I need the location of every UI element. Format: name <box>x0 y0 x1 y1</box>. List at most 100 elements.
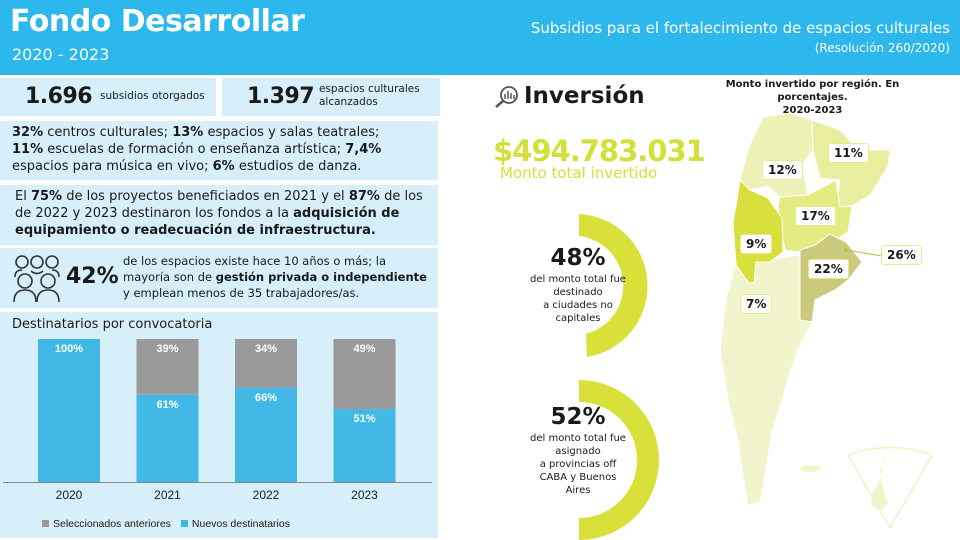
pct: 13% <box>172 125 204 140</box>
resolution: (Resolución 260/2020) <box>814 41 950 55</box>
bar-label: 66% <box>254 391 278 404</box>
stat-label: alcanzados <box>319 96 378 108</box>
text: El <box>15 189 31 204</box>
text: espacios para música en vivo; <box>12 159 213 174</box>
map-label-nea: 11% <box>828 143 869 163</box>
region-noa <box>739 112 814 198</box>
ring-line: del monto total fue <box>530 433 626 444</box>
pct: 7,4% <box>345 142 382 157</box>
bar-2023-new <box>333 409 396 482</box>
x-tick-label: 2020 <box>55 488 83 502</box>
stat-label: espacios culturales <box>319 83 420 95</box>
x-tick-label: 2022 <box>252 488 280 502</box>
spaces-text: de los espacios existe hace 10 años o má… <box>123 253 435 301</box>
space-types-box: 32% centros culturales; 13% espacios y s… <box>0 121 438 180</box>
bold-text: adquisición de equipamiento o readecuaci… <box>15 206 400 238</box>
map-title: Monto invertido por región. En porcentaj… <box>690 78 935 117</box>
stacked-bar-chart <box>3 339 432 483</box>
header-banner <box>0 0 960 75</box>
bar-2023-previous <box>333 339 396 410</box>
chart-labels: 100% 2020 61% 39% 2021 66% 34% 2022 51% 49% 2023 <box>0 312 438 538</box>
map-title-line: 2020-2023 <box>782 105 843 116</box>
text: espacios y salas teatrales; <box>203 125 380 140</box>
chart-legend: Seleccionados anteriores Nuevos destinat… <box>42 518 290 530</box>
chart-title: Destinatarios por convocatoria <box>12 317 213 332</box>
spaces-pct: 42% <box>66 264 119 289</box>
region-cuyo <box>732 178 784 284</box>
pct: 6% <box>212 159 235 174</box>
text: de los de 2022 y 2023 destinaron los fon… <box>15 189 423 221</box>
half-ring-graphics <box>579 214 659 540</box>
stat-value: 1.696 <box>25 84 93 109</box>
x-tick-label: 2021 <box>154 488 181 502</box>
magnifier-chart-icon <box>495 86 518 108</box>
text: estudios de danza. <box>234 159 362 174</box>
map-label-centro: 17% <box>795 206 836 226</box>
ring-48-text: 48% del monto total fue destinado a ciud… <box>523 245 633 325</box>
ring-52-arc <box>579 380 659 540</box>
bold-text: gestión privada o independiente <box>215 270 427 284</box>
bar-label: 39% <box>156 343 179 355</box>
text: centros culturales; <box>43 125 173 140</box>
bar-2021-new <box>136 394 199 482</box>
investment-title: Inversión <box>524 83 645 109</box>
pct: 75% <box>30 189 63 204</box>
ring-line: a provincias off <box>539 459 617 470</box>
ring-line: a ciudades no <box>543 300 613 311</box>
bar-2022-previous <box>235 339 297 388</box>
ring-48-arc <box>579 214 648 357</box>
antarctic-peninsula <box>870 456 888 511</box>
bar-label: 49% <box>353 343 376 355</box>
legend-label: Nuevos destinatarios <box>191 518 290 530</box>
text: de los espacios existe hace 10 años o má… <box>123 254 387 284</box>
x-tick-label: 2023 <box>351 488 378 502</box>
stat-value: 1.397 <box>247 84 315 109</box>
total-amount: $494.783.031 <box>493 134 706 168</box>
legend-item-previous: Seleccionados anteriores <box>42 518 171 530</box>
ring-value: 52% <box>550 404 606 430</box>
map-label-caba: 26% <box>881 245 922 265</box>
period: 2020 - 2023 <box>12 45 110 64</box>
map-label-cuyo: 9% <box>740 234 773 254</box>
pct: 32% <box>12 125 44 140</box>
map-label-noa: 12% <box>762 160 803 180</box>
ring-line: Aires <box>565 485 591 496</box>
falkland-islands <box>799 463 823 474</box>
text: escuelas de formación o enseñanza artíst… <box>43 142 346 157</box>
spaces-box: 42% de los espacios existe hace 10 años … <box>0 248 438 308</box>
map-label-buenos-aires: 22% <box>808 259 849 279</box>
subtitle: Subsidios para el fortalecimiento de esp… <box>530 19 950 37</box>
total-amount-label: Monto total invertido <box>500 164 658 182</box>
caba-leader-line <box>845 249 883 257</box>
bar-label: 61% <box>156 398 179 411</box>
legend-label: Seleccionados anteriores <box>53 518 171 530</box>
stat-label: subsidios otorgados <box>100 90 205 102</box>
bar-label: 51% <box>353 413 376 426</box>
bar-2022-new <box>235 387 297 482</box>
ring-line: destinado <box>553 287 603 298</box>
pct: 87% <box>348 189 380 204</box>
ring-line: asignado <box>555 446 601 457</box>
bar-label: 34% <box>254 343 278 355</box>
ring-line: del monto total fue <box>530 274 626 285</box>
map-title-line: Monto invertido por región. En porcentaj… <box>725 79 900 103</box>
ring-line: capitales <box>555 313 601 324</box>
ring-value: 48% <box>550 245 606 271</box>
map-label-patagonia: 7% <box>740 294 773 314</box>
page-title: Fondo Desarrollar <box>10 4 305 39</box>
text: de los proyectos beneficiados en 2021 y … <box>62 189 349 204</box>
bar-2021-previous <box>136 339 199 395</box>
chart-panel: Destinatarios por convocatoria 100% 2020 6… <box>0 312 438 538</box>
pct: 11% <box>12 142 44 157</box>
people-group-icon <box>13 255 60 303</box>
projects-box: El 75% de los proyectos beneficiados en … <box>0 185 438 245</box>
stat-subsidies: 1.696 subsidios otorgados <box>0 78 216 116</box>
region-patagonia <box>719 254 813 506</box>
stat-spaces: 1.397 espacios culturales alcanzados <box>222 78 440 116</box>
legend-item-new: Nuevos destinatarios <box>180 518 290 530</box>
bar-2020-new <box>38 339 100 482</box>
ring-52-text: 52% del monto total fue asignado a provi… <box>523 404 633 497</box>
antarctica-sector <box>846 446 934 530</box>
ring-line: CABA y Buenos <box>539 472 617 483</box>
